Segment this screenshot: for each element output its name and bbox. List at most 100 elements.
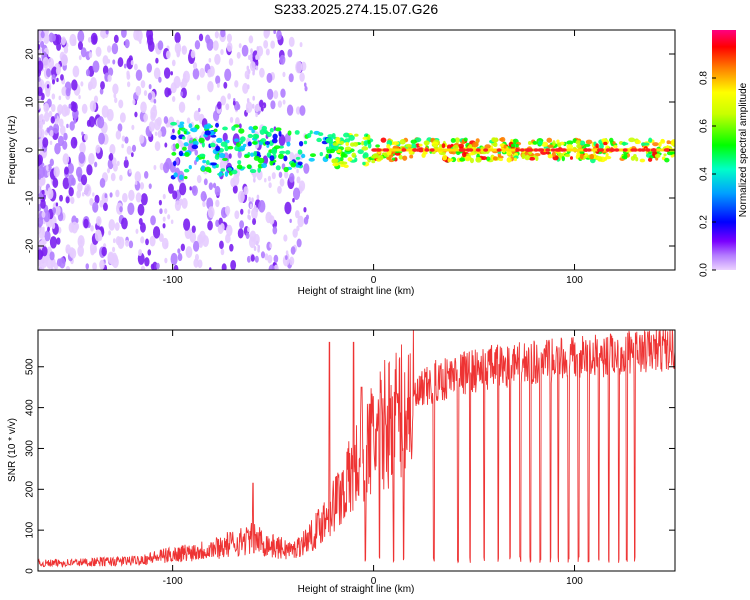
spectrogram-band-blob xyxy=(253,156,261,161)
spectrogram-noise-blob xyxy=(253,245,257,251)
spectrogram-noise-blob xyxy=(85,263,89,270)
spectrogram-noise-blob xyxy=(47,163,52,171)
spectrogram-noise-blob xyxy=(130,152,134,158)
spectrogram-band-blob xyxy=(647,157,653,162)
spectrogram-noise-blob xyxy=(295,106,301,115)
spectrogram-band-blob xyxy=(524,154,530,161)
spectrogram-noise-blob xyxy=(81,192,85,197)
spectrogram-band-blob xyxy=(418,143,423,147)
spectrogram-noise-blob xyxy=(191,225,196,233)
spectrogram-band-blob xyxy=(247,133,253,139)
spectrogram-band-blob xyxy=(183,168,190,173)
spectrogram-noise-blob xyxy=(49,251,55,261)
spectrogram-band-blob xyxy=(248,126,254,131)
spectrogram-noise-blob xyxy=(46,84,50,89)
spectrogram-band-blob xyxy=(609,137,614,143)
spectrogram-noise-blob xyxy=(208,182,214,190)
colorbar-ramp xyxy=(712,30,736,270)
spectrogram-noise-blob xyxy=(207,80,214,93)
spectrogram-noise-blob xyxy=(64,166,69,175)
spectrogram-band-blob xyxy=(492,142,498,148)
spectrogram-noise-blob xyxy=(148,121,155,132)
spectrogram-noise-blob xyxy=(248,215,251,221)
spectrogram-band-blob xyxy=(557,142,562,148)
spectrogram-noise-blob xyxy=(137,203,145,216)
spectrogram-ytick-label: 20 xyxy=(25,48,36,60)
spectrogram-band-blob xyxy=(190,127,194,132)
spectrogram-band-blob xyxy=(222,157,228,162)
spectrogram-band-blob xyxy=(213,128,218,133)
spectrogram-noise-blob xyxy=(246,74,250,80)
spectrogram-noise-blob xyxy=(40,199,46,209)
spectrogram-noise-blob xyxy=(92,34,98,44)
spectrogram-noise-blob xyxy=(232,100,236,106)
spectrogram-band-blob xyxy=(551,151,556,158)
spectrogram-band-blob xyxy=(244,154,250,159)
spectrogram-noise-blob xyxy=(38,76,41,82)
spectrogram-noise-blob xyxy=(287,48,293,58)
spectrogram-noise-blob xyxy=(232,174,240,186)
spectrogram-noise-blob xyxy=(197,259,203,269)
spectrogram-noise-blob xyxy=(215,219,220,228)
spectrogram-noise-blob xyxy=(85,69,91,77)
spectrogram-peak-dot xyxy=(550,148,556,152)
spectrogram-peak-dot xyxy=(371,148,377,152)
spectrogram-xtick-label: 100 xyxy=(566,275,583,286)
spectrogram-peak-dot xyxy=(375,148,381,152)
spectrogram-noise-blob xyxy=(268,182,272,189)
spectrogram-band-blob xyxy=(316,137,322,143)
spectrogram-band-blob xyxy=(468,143,473,149)
spectrogram-noise-blob xyxy=(134,180,138,186)
spectrogram-band-blob xyxy=(635,157,639,162)
spectrogram-noise-blob xyxy=(297,215,304,228)
spectrogram-noise-blob xyxy=(180,91,184,97)
spectrogram-noise-blob xyxy=(42,137,49,148)
spectrogram-band-blob xyxy=(521,153,526,159)
spectrogram-band-blob xyxy=(325,153,329,160)
spectrogram-band-blob xyxy=(332,158,339,163)
spectrogram-noise-blob xyxy=(90,247,95,256)
spectrogram-noise-blob xyxy=(89,100,97,112)
spectrogram-peak-dot xyxy=(525,148,531,152)
spectrogram-noise-blob xyxy=(78,151,86,164)
spectrogram-noise-blob xyxy=(198,240,203,248)
spectrogram-band-blob xyxy=(639,158,646,163)
spectrogram-noise-blob xyxy=(92,60,100,73)
spectrogram-noise-blob xyxy=(214,53,221,65)
spectrogram-band-blob xyxy=(547,154,553,159)
spectrogram-peak-dot xyxy=(664,148,670,152)
spectrogram-band-blob xyxy=(499,137,506,143)
spectrogram-noise-blob xyxy=(215,199,220,208)
spectrogram-noise-blob xyxy=(44,230,51,242)
spectrogram-band-blob xyxy=(340,152,345,158)
spectrogram-band-blob xyxy=(398,154,403,160)
spectrogram-band-blob xyxy=(203,124,209,130)
spectrogram-noise-blob xyxy=(95,46,102,57)
spectrogram-noise-blob xyxy=(106,45,112,53)
spectrogram-noise-blob xyxy=(50,116,55,124)
spectrogram-noise-blob xyxy=(170,145,174,150)
spectrogram-noise-blob xyxy=(273,254,279,263)
spectrogram-noise-blob xyxy=(143,90,148,96)
spectrogram-noise-blob xyxy=(156,116,162,127)
spectrogram-noise-blob xyxy=(49,129,54,137)
spectrogram-noise-blob xyxy=(245,232,250,240)
spectrogram-noise-blob xyxy=(42,119,46,125)
spectrogram-noise-blob xyxy=(215,75,221,85)
spectrogram-noise-blob xyxy=(134,111,138,118)
spectrogram-band-blob xyxy=(200,165,205,172)
spectrogram-noise-blob xyxy=(69,121,75,131)
spectrogram-noise-blob xyxy=(238,43,242,49)
spectrogram-peak-dot xyxy=(651,148,657,152)
spectrogram-noise-blob xyxy=(103,202,108,212)
spectrogram-band-blob xyxy=(325,137,333,144)
snr-axes: -100 0 100 0 100 200 300 400 500 xyxy=(25,330,675,587)
spectrogram-band-blob xyxy=(303,140,308,145)
spectrogram-noise-blob xyxy=(132,99,136,105)
spectrogram-noise-blob xyxy=(255,112,258,118)
spectrogram-noise-blob xyxy=(122,192,128,203)
spectrogram-noise-blob xyxy=(239,220,245,229)
spectrogram-noise-blob xyxy=(221,263,227,270)
spectrogram-noise-blob xyxy=(93,95,99,103)
spectrogram-noise-blob xyxy=(48,110,53,118)
